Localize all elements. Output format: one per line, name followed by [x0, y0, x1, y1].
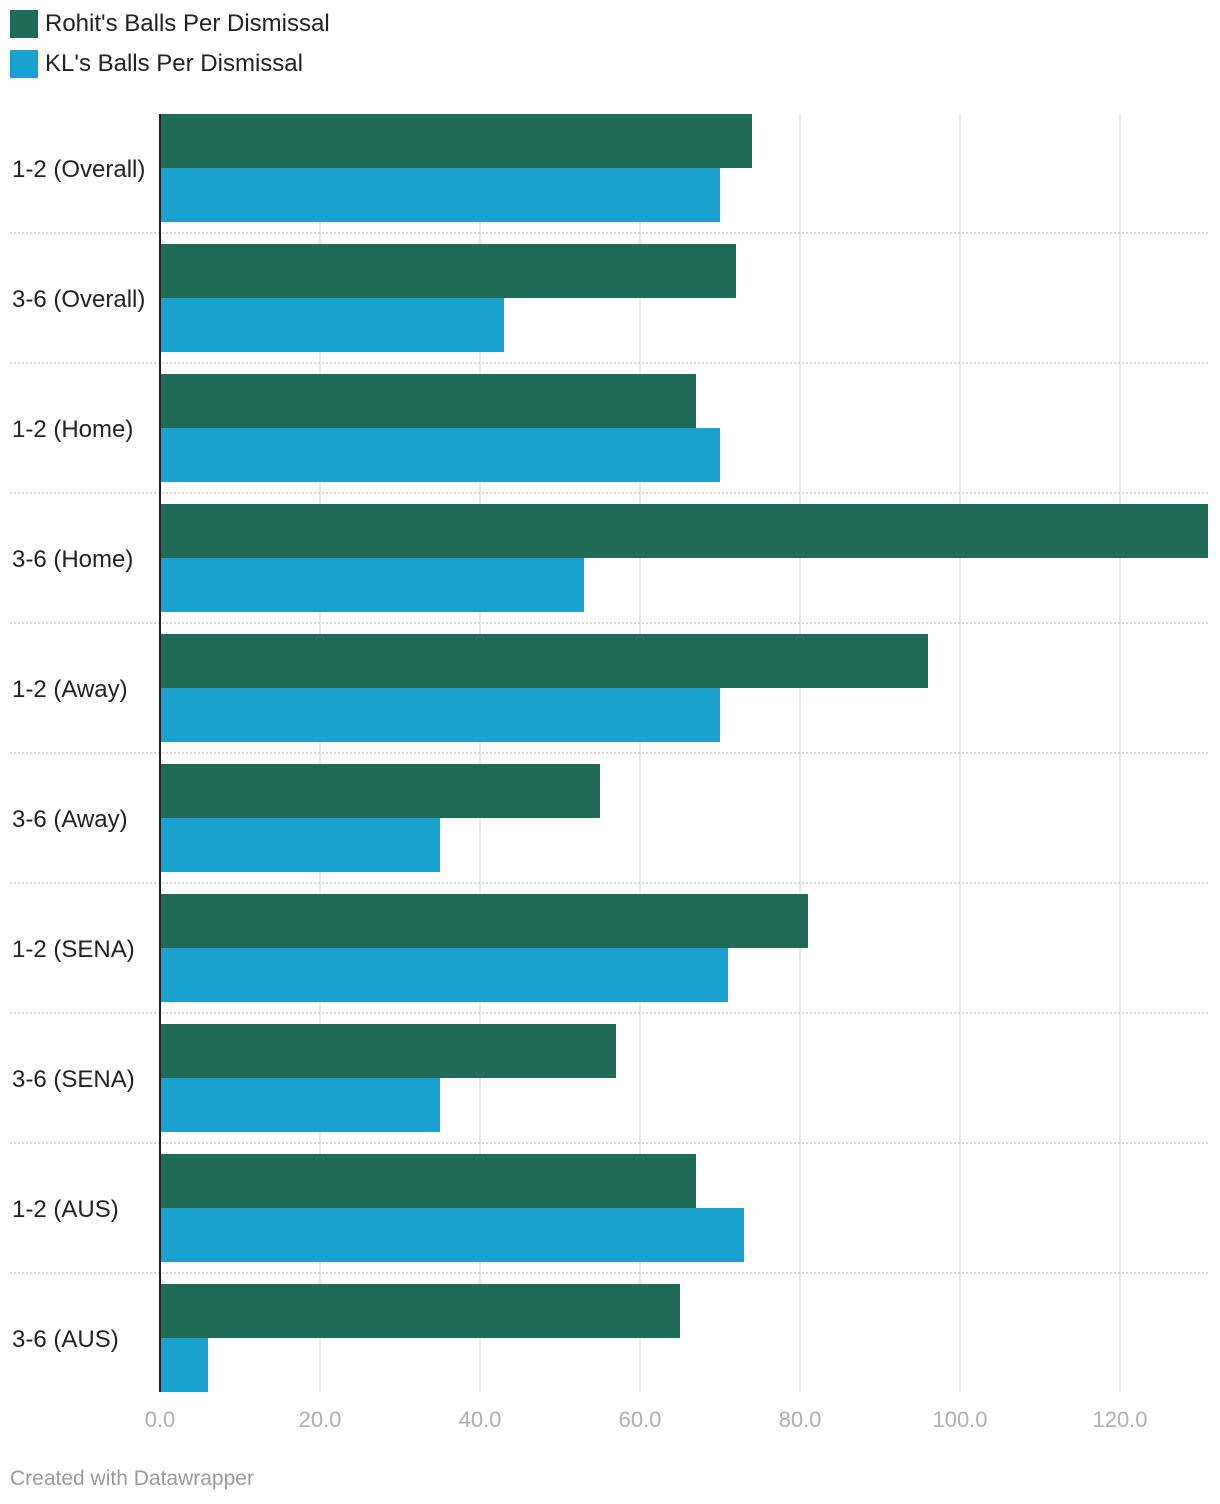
category-label-1: 3-6 (Overall) — [12, 286, 145, 313]
x-tick-label-5: 100.0 — [932, 1407, 987, 1432]
bar-kl-2 — [160, 428, 720, 482]
bar-kl-4 — [160, 688, 720, 742]
legend-swatch-kl — [10, 50, 38, 78]
category-label-2: 1-2 (Home) — [12, 416, 133, 443]
x-tick-label-1: 20.0 — [299, 1407, 342, 1432]
category-label-6: 1-2 (SENA) — [12, 936, 135, 963]
bar-kl-9 — [160, 1338, 208, 1392]
bar-rohit-3 — [160, 504, 1208, 558]
credit-text: Created with Datawrapper — [10, 1467, 254, 1490]
x-tick-label-0: 0.0 — [145, 1407, 176, 1432]
bar-rohit-1 — [160, 244, 736, 298]
bar-kl-5 — [160, 818, 440, 872]
bar-rohit-9 — [160, 1284, 680, 1338]
bar-rohit-4 — [160, 634, 928, 688]
bar-kl-1 — [160, 298, 504, 352]
legend-swatch-rohit — [10, 10, 38, 38]
category-label-0: 1-2 (Overall) — [12, 156, 145, 183]
bar-kl-7 — [160, 1078, 440, 1132]
x-tick-label-3: 60.0 — [619, 1407, 662, 1432]
category-label-5: 3-6 (Away) — [12, 806, 128, 833]
legend-label-kl: KL's Balls Per Dismissal — [45, 50, 303, 77]
bar-rohit-7 — [160, 1024, 616, 1078]
bar-kl-8 — [160, 1208, 744, 1262]
legend-item-kl: KL's Balls Per Dismissal — [10, 50, 330, 78]
bar-kl-0 — [160, 168, 720, 222]
bar-rohit-8 — [160, 1154, 696, 1208]
category-label-8: 1-2 (AUS) — [12, 1196, 119, 1223]
category-label-7: 3-6 (SENA) — [12, 1066, 135, 1093]
category-label-3: 3-6 (Home) — [12, 546, 133, 573]
category-label-4: 1-2 (Away) — [12, 676, 128, 703]
bar-rohit-0 — [160, 114, 752, 168]
x-tick-label-2: 40.0 — [459, 1407, 502, 1432]
bar-rohit-2 — [160, 374, 696, 428]
legend-label-rohit: Rohit's Balls Per Dismissal — [45, 10, 330, 37]
bar-kl-3 — [160, 558, 584, 612]
bar-rohit-6 — [160, 894, 808, 948]
category-label-9: 3-6 (AUS) — [12, 1326, 119, 1353]
x-tick-label-6: 120.0 — [1092, 1407, 1147, 1432]
bar-rohit-5 — [160, 764, 600, 818]
legend-item-rohit: Rohit's Balls Per Dismissal — [10, 10, 330, 38]
legend: Rohit's Balls Per Dismissal KL's Balls P… — [10, 10, 330, 90]
x-tick-label-4: 80.0 — [779, 1407, 822, 1432]
bar-kl-6 — [160, 948, 728, 1002]
